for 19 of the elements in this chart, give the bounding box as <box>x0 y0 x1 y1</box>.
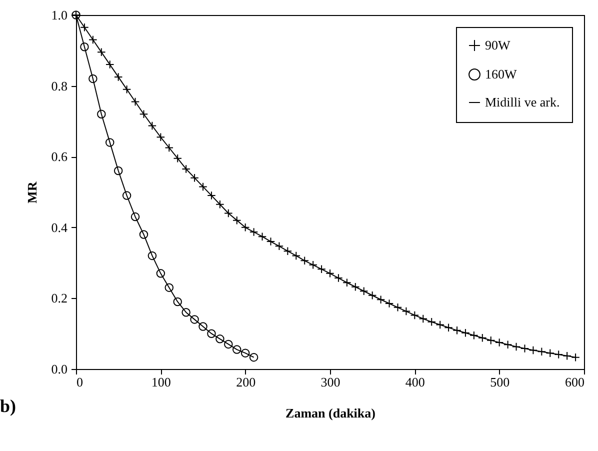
y-tick-label: 0.2 <box>51 290 68 306</box>
legend-label: Midilli ve ark. <box>485 94 560 110</box>
y-tick-label: 0.6 <box>51 149 68 164</box>
y-tick-label: 1.0 <box>51 8 68 22</box>
x-tick-label: 300 <box>320 374 340 390</box>
x-axis-title: Zaman (dakika) <box>286 406 376 420</box>
y-tick-label: 0.4 <box>51 220 68 235</box>
x-tick-label: 100 <box>151 374 171 390</box>
legend-label: 160W <box>485 66 518 82</box>
x-tick-label: 400 <box>405 374 425 390</box>
text: b) <box>0 396 16 416</box>
x-tick-label: 200 <box>236 374 256 390</box>
legend-label: 90W <box>485 38 511 52</box>
y-axis-title: MR <box>24 181 40 204</box>
y-tick-label: 0.0 <box>51 362 68 376</box>
y-tick-label: 0.8 <box>51 78 68 94</box>
x-tick-label: 0 <box>76 374 83 390</box>
x-tick-label: 600 <box>565 374 584 390</box>
x-tick-label: 500 <box>490 374 510 390</box>
